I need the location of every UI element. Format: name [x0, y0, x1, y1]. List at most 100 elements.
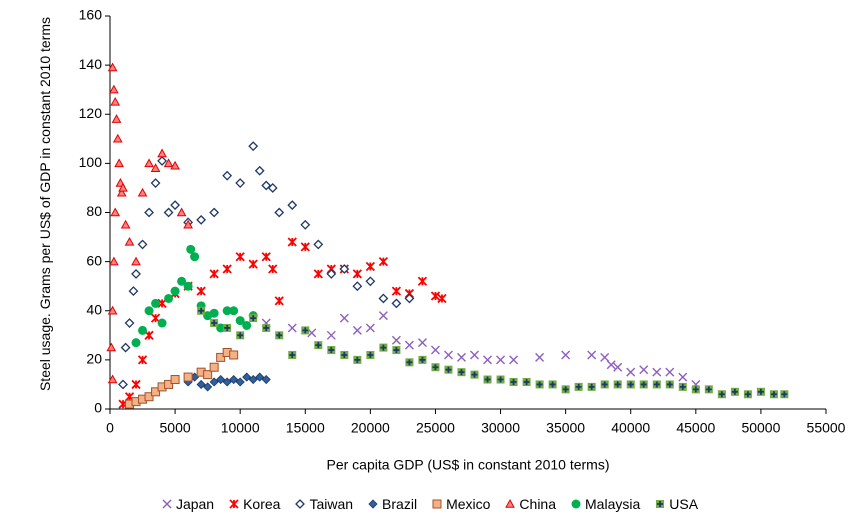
marker: [587, 350, 597, 360]
marker-shape: [352, 325, 362, 335]
marker-shape: [378, 256, 389, 267]
marker: [162, 499, 172, 509]
y-tick-label: 100: [79, 154, 103, 170]
legend-item: Brazil: [367, 496, 417, 512]
marker-shape: [445, 366, 452, 373]
marker-shape: [124, 236, 135, 246]
legend-symbol: [229, 499, 239, 509]
marker: [144, 392, 154, 402]
marker-shape: [131, 379, 141, 390]
marker: [150, 178, 161, 188]
marker: [118, 379, 128, 390]
marker: [210, 319, 219, 328]
marker: [378, 293, 389, 304]
marker: [505, 498, 516, 508]
marker-shape: [471, 371, 478, 378]
marker-shape: [250, 315, 257, 322]
marker: [106, 342, 117, 352]
marker: [405, 358, 414, 367]
marker: [392, 346, 401, 355]
marker-shape: [183, 372, 193, 382]
marker-shape: [107, 305, 118, 315]
marker-shape: [287, 200, 298, 211]
y-tick-label: 80: [86, 203, 102, 219]
marker-shape: [157, 148, 167, 158]
marker: [561, 385, 570, 394]
marker-shape: [606, 360, 616, 370]
marker-shape: [248, 259, 258, 269]
marker: [261, 374, 271, 385]
marker: [235, 316, 245, 326]
marker-shape: [163, 207, 174, 218]
marker: [254, 165, 265, 176]
marker: [352, 281, 363, 292]
marker-shape: [163, 158, 174, 168]
marker-shape: [177, 276, 187, 286]
marker: [196, 214, 207, 225]
legend-symbol: [295, 499, 306, 509]
marker-shape: [302, 327, 309, 334]
marker: [326, 268, 337, 279]
marker: [327, 346, 336, 355]
marker: [691, 385, 700, 394]
marker: [313, 269, 323, 279]
y-tick-label: 20: [86, 351, 102, 367]
marker: [379, 343, 388, 352]
marker: [138, 325, 148, 335]
marker: [176, 207, 187, 217]
marker-shape: [263, 324, 270, 331]
legend-symbol: [432, 499, 442, 509]
marker-shape: [111, 114, 122, 123]
marker-shape: [255, 372, 265, 382]
marker: [116, 187, 127, 197]
marker: [430, 291, 441, 301]
marker: [236, 331, 245, 340]
marker: [313, 239, 324, 250]
marker-shape: [209, 308, 219, 318]
marker-shape: [235, 252, 245, 262]
marker: [107, 62, 118, 72]
marker-shape: [229, 499, 239, 509]
marker: [457, 368, 466, 377]
plot: Per capita GDP (US$ in constant 2010 ter…: [79, 7, 846, 473]
marker-shape: [640, 381, 647, 388]
marker-shape: [137, 355, 148, 365]
marker: [137, 239, 148, 250]
marker: [118, 182, 128, 192]
marker: [404, 340, 414, 350]
marker-shape: [365, 261, 376, 272]
marker: [652, 380, 661, 389]
marker: [157, 155, 167, 166]
marker: [483, 375, 492, 384]
marker-shape: [106, 342, 117, 352]
marker-shape: [510, 378, 517, 385]
marker-shape: [456, 352, 466, 362]
marker: [587, 382, 596, 391]
marker-shape: [164, 293, 174, 303]
marker: [183, 372, 193, 382]
legend-symbol: [505, 498, 516, 508]
marker: [216, 352, 226, 362]
marker-shape: [196, 379, 206, 390]
marker-shape: [118, 379, 128, 390]
legend-symbol: [656, 500, 665, 508]
x-tick-label: 40000: [611, 420, 650, 436]
y-tick-label: 0: [94, 400, 102, 416]
marker: [229, 499, 239, 509]
marker: [378, 256, 389, 267]
x-tick-label: 50000: [741, 420, 780, 436]
x-tick-label: 20000: [351, 420, 390, 436]
marker-shape: [116, 187, 127, 197]
marker-shape: [144, 392, 154, 402]
marker: [124, 318, 135, 328]
marker-shape: [203, 382, 213, 392]
marker: [209, 207, 220, 218]
marker-shape: [587, 350, 597, 360]
marker-shape: [380, 344, 387, 351]
marker-shape: [131, 256, 141, 266]
marker-shape: [120, 342, 131, 353]
marker-shape: [109, 84, 119, 94]
marker-shape: [235, 316, 245, 326]
marker-shape: [170, 200, 181, 211]
marker-shape: [391, 298, 402, 309]
